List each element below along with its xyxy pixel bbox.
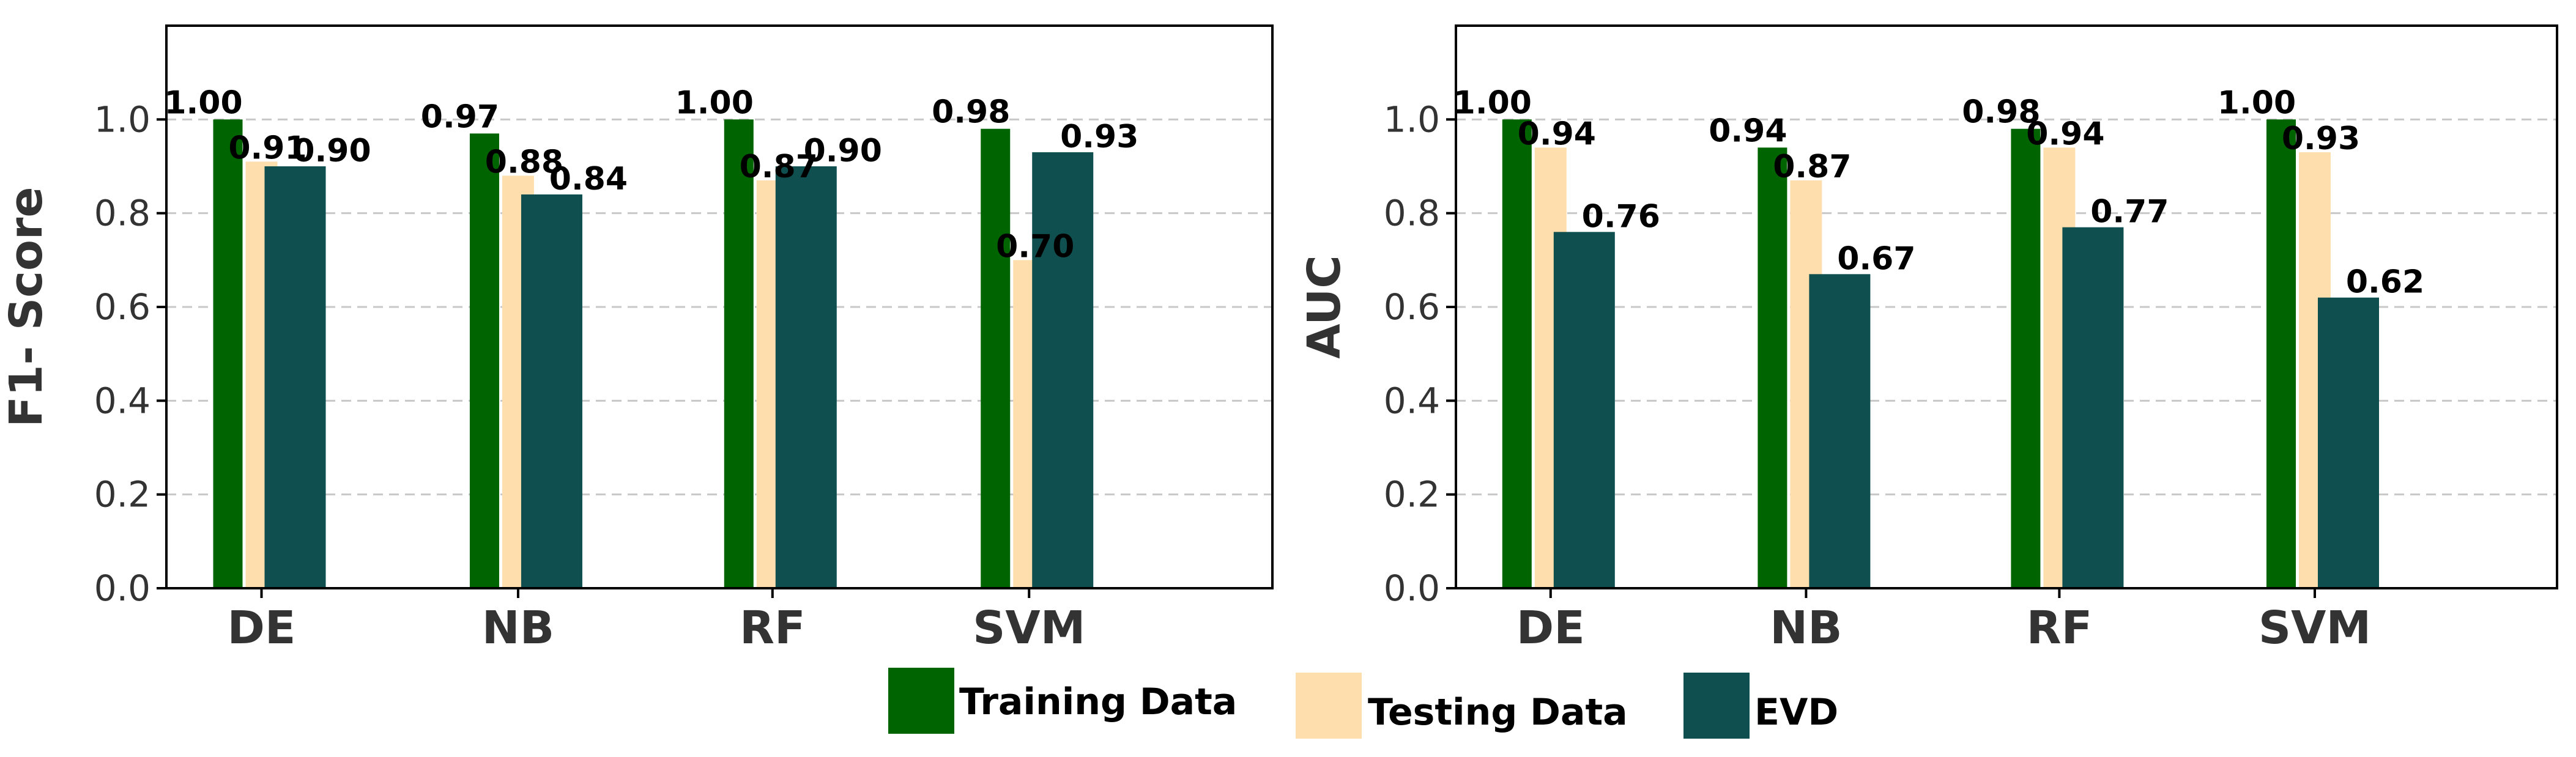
bar-evd-rf	[775, 166, 837, 588]
legend-swatch-evd	[1683, 673, 1750, 739]
bar-training-data-rf	[2011, 128, 2041, 588]
legend: Training Data Testing Data EVD	[888, 668, 1838, 739]
bar-training-data-rf	[724, 119, 754, 589]
data-label: 1.00	[164, 84, 242, 121]
data-label: 0.90	[292, 133, 371, 169]
data-label: 0.91	[228, 130, 306, 166]
bar-evd-nb	[1809, 274, 1871, 588]
data-label: 0.93	[1060, 119, 1138, 155]
data-label: 0.67	[1837, 240, 1915, 277]
data-label: 0.88	[485, 144, 563, 180]
data-label: 0.62	[2346, 264, 2424, 301]
y-axis-title: AUC	[1298, 255, 1351, 358]
x-tick-label-svm: SVM	[973, 602, 1085, 654]
x-tick-label-nb: NB	[1770, 602, 1842, 654]
chart-panel-2: 0.00.20.40.60.81.0DE NB RF SVM1.000.940.760…	[1298, 24, 2558, 654]
data-label: 0.93	[2282, 120, 2360, 157]
bar-training-data-svm	[981, 128, 1011, 588]
bar-evd-de	[264, 166, 326, 588]
x-tick-label-nb: NB	[482, 602, 554, 654]
y-tick-label: 1.0	[94, 98, 150, 140]
data-label: 0.76	[1582, 198, 1660, 235]
data-label: 1.00	[2218, 84, 2296, 121]
bar-evd-nb	[521, 194, 582, 588]
legend-swatch-testing-data	[1296, 673, 1362, 739]
y-tick-label: 0.8	[94, 193, 150, 234]
y-axis-title: F1- Score	[0, 186, 53, 427]
bar-training-data-nb	[1758, 147, 1787, 589]
bar-training-data-de	[1502, 119, 1532, 589]
data-label: 0.70	[996, 228, 1074, 265]
data-label: 0.94	[2026, 116, 2104, 152]
data-label: 0.97	[421, 98, 499, 135]
x-tick-label-rf: RF	[2027, 602, 2093, 654]
bar-evd-rf	[2062, 227, 2124, 589]
chart-panel-1: 0.00.20.40.60.81.0DE NB RF SVM1.000.910.900…	[0, 24, 1274, 654]
legend-label: Testing Data	[1368, 691, 1628, 734]
y-tick-label: 0.6	[94, 286, 150, 328]
data-label: 0.90	[804, 133, 882, 169]
data-label: 1.00	[1453, 84, 1532, 121]
x-tick-label-rf: RF	[740, 602, 806, 654]
bar-evd-de	[1553, 232, 1615, 588]
bar-training-data-de	[213, 119, 243, 589]
legend-label: Training Data	[959, 681, 1237, 723]
x-tick-label-svm: SVM	[2259, 602, 2371, 654]
data-label: 0.94	[1709, 113, 1787, 149]
y-tick-label: 0.2	[1384, 474, 1440, 515]
data-label: 0.98	[932, 94, 1010, 131]
y-tick-label: 0.8	[1384, 193, 1440, 234]
legend-swatch-training-data	[888, 668, 954, 734]
plot-frame	[165, 24, 1274, 589]
y-tick-label: 0.0	[1384, 567, 1440, 609]
data-label: 0.84	[549, 161, 628, 198]
plot-frame	[1455, 24, 2558, 589]
x-tick-label-de: DE	[227, 602, 295, 654]
y-tick-label: 0.0	[94, 567, 150, 609]
y-tick-label: 0.4	[1384, 380, 1440, 421]
data-label: 0.87	[1773, 149, 1851, 185]
bar-evd-svm	[1032, 152, 1094, 588]
data-label: 0.94	[1518, 116, 1596, 152]
bar-training-data-nb	[469, 133, 499, 589]
y-tick-label: 0.6	[1384, 286, 1440, 328]
y-tick-label: 0.2	[94, 474, 150, 515]
y-tick-label: 1.0	[1384, 98, 1440, 140]
data-label: 0.77	[2090, 194, 2169, 231]
bar-evd-svm	[2318, 297, 2379, 588]
data-label: 0.87	[740, 149, 818, 185]
bar-training-data-svm	[2266, 119, 2296, 589]
legend-label: EVD	[1754, 691, 1838, 734]
data-label: 0.98	[1962, 94, 2040, 131]
x-tick-label-de: DE	[1516, 602, 1585, 654]
data-label: 1.00	[675, 84, 754, 121]
y-tick-label: 0.4	[94, 380, 150, 421]
